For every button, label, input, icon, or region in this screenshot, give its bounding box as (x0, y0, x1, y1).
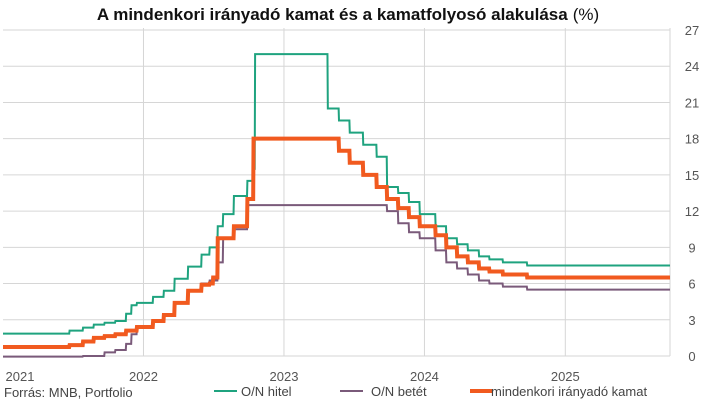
y-tick-label: 21 (685, 95, 699, 110)
y-tick-label: 3 (688, 313, 695, 328)
series-lines (3, 53, 670, 358)
y-tick-label: 24 (685, 59, 699, 74)
x-tick-label: 2021 (6, 369, 35, 384)
y-tick-label: 12 (685, 204, 699, 219)
legend-label-alap: mindenkori irányadó kamat (491, 384, 647, 399)
gridlines (3, 28, 671, 357)
chart-title: A mindenkori irányadó kamat és a kamatfo… (97, 5, 599, 24)
source-note: Forrás: MNB, Portfolio (4, 385, 133, 400)
legend: O/N hitel O/N betét mindenkori irányadó ka… (214, 384, 647, 399)
series-line-hitel (3, 53, 670, 335)
legend-label-betet: O/N betét (371, 384, 427, 399)
series-line-betet (3, 204, 670, 358)
y-tick-label: 9 (688, 240, 695, 255)
x-tick-label: 2022 (129, 369, 158, 384)
chart-title-unit: (%) (573, 5, 599, 24)
x-tick-label: 2024 (410, 369, 439, 384)
series-line-alap (3, 136, 670, 349)
y-tick-label: 18 (685, 132, 699, 147)
chart-title-text: A mindenkori irányadó kamat és a kamatfo… (97, 5, 568, 24)
x-tick-label: 2025 (551, 369, 580, 384)
y-tick-label: 27 (685, 23, 699, 38)
y-tick-label: 0 (688, 349, 695, 364)
legend-label-hitel: O/N hitel (241, 384, 292, 399)
y-tick-label: 15 (685, 168, 699, 183)
x-axis-ticks: 2021 2022 2023 2024 2025 (6, 369, 580, 384)
x-tick-label: 2023 (270, 369, 299, 384)
y-axis-ticks: 0 3 6 9 12 15 18 21 24 27 (685, 23, 699, 364)
y-tick-label: 6 (688, 277, 695, 292)
